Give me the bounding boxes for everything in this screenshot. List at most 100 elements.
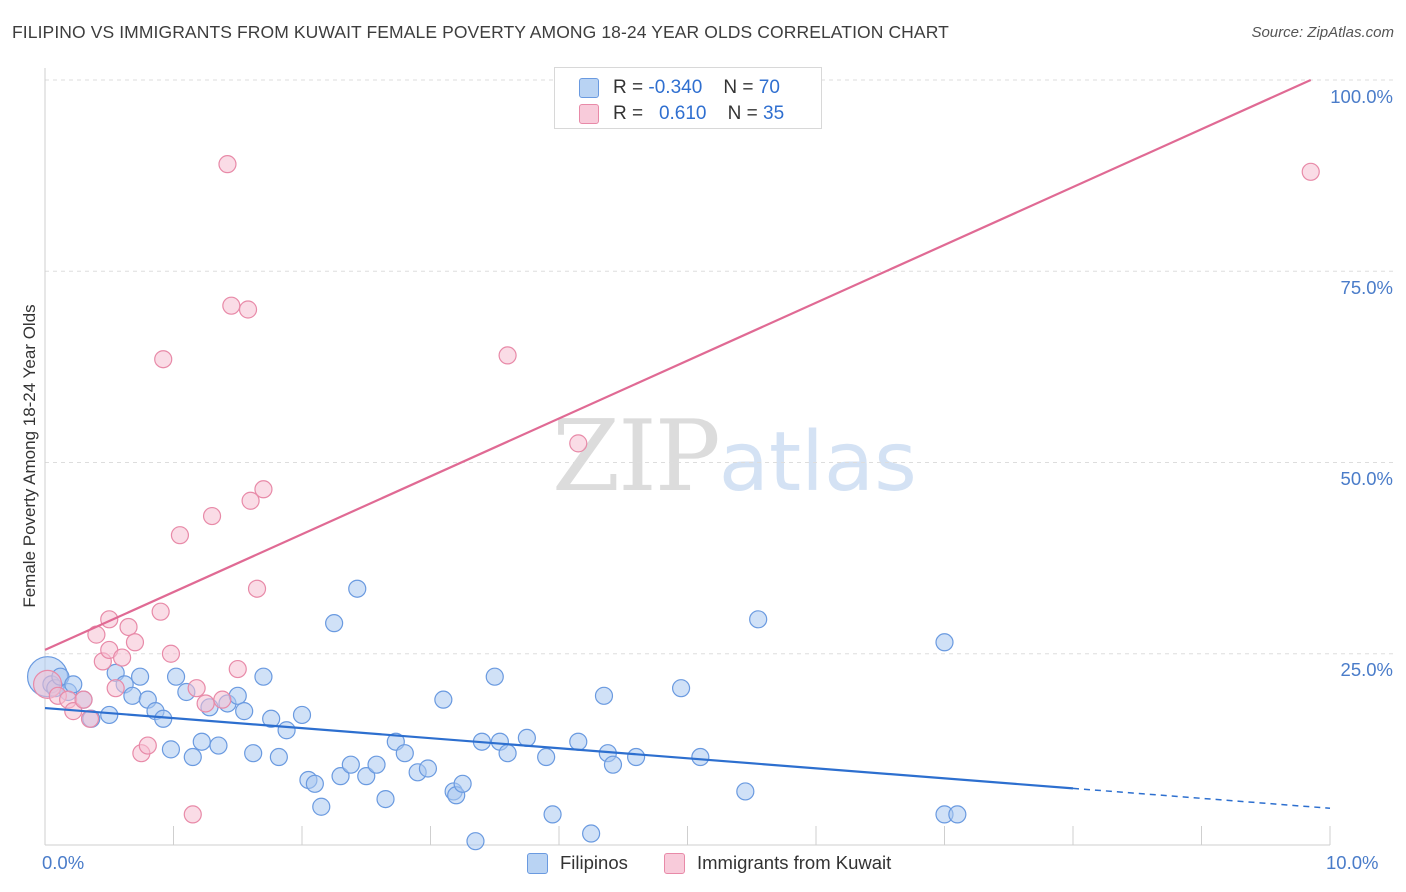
filipino-point [453,774,472,793]
legend-r-value: 0.610 [658,103,707,124]
data-points [26,155,1320,851]
filipino-point [262,709,281,728]
legend-n-value: 70 [758,77,780,98]
filipino-trend-line-extension [1072,787,1331,810]
filipino-point [935,633,954,652]
filipino-point [434,690,453,709]
legend-n-label: N = [723,77,754,98]
bottom-legend-swatch-pink [664,853,685,874]
x-tick-label-0: 0.0% [42,852,85,873]
filipino-point [367,755,386,774]
filipino-point [603,755,623,774]
filipino-point [543,805,562,824]
filipino-point [485,667,504,686]
kuwait-point [498,346,517,365]
kuwait-trend-line [44,78,1312,651]
kuwait-point [196,694,215,713]
filipino-point [161,740,181,759]
chart-title: FILIPINO VS IMMIGRANTS FROM KUWAIT FEMAL… [12,22,949,42]
filipino-point [569,732,588,751]
filipino-point [691,747,710,767]
filipino-point [517,728,536,748]
legend-swatch-blue [579,78,599,98]
filipino-point [466,832,485,851]
filipino-point [228,686,247,705]
kuwait-point [187,679,206,698]
filipino-point [166,667,186,686]
filipino-point [537,747,556,767]
legend-n-value: 35 [763,103,785,124]
legend-r-label: R = [613,77,644,98]
kuwait-point [254,480,273,499]
filipino-point [244,744,263,763]
kuwait-point [125,633,145,652]
kuwait-point [151,602,170,621]
filipino-point [183,747,202,767]
kuwait-point [247,579,267,598]
legend-r-value: -0.340 [648,77,703,98]
legend-n-label: N = [727,103,758,124]
axes [44,68,1331,846]
kuwait-point [119,617,138,637]
x-tick-label-10: 10.0% [1326,852,1379,873]
watermark: ZIPatlas [552,400,917,514]
filipino-point [277,721,296,740]
bottom-legend-swatch-blue [527,853,548,874]
grid-lines [45,79,1395,655]
kuwait-point [74,690,93,709]
filipino-trend-line [44,706,1074,790]
filipino-point [341,755,360,774]
filipino-point [376,789,395,809]
kuwait-point [202,506,222,526]
filipino-point [626,747,646,767]
watermark-zip: ZIP [552,400,721,514]
filipino-point [130,667,150,686]
filipino-point [235,702,254,721]
kuwait-point [241,491,260,510]
y-axis-label: Female Poverty Among 18-24 Year Olds [20,304,39,608]
filipino-point [594,686,614,705]
filipino-point [292,705,312,725]
filipino-point [331,767,350,786]
filipino-point [749,610,768,629]
kuwait-point [218,155,237,174]
kuwait-point [238,300,258,319]
bottom-legend-label: Immigrants from Kuwait [697,852,892,873]
source-label: Source: ZipAtlas.com [1251,24,1394,41]
filipino-point [736,782,755,801]
kuwait-point [1301,162,1320,181]
y-tick-label-25: 25.0% [1340,659,1393,680]
filipino-point [269,747,288,767]
filipino-point [254,667,273,686]
legend-swatch-pink [579,104,599,124]
y-tick-label-75: 75.0% [1340,277,1393,298]
filipino-point [192,732,211,751]
filipino-point [498,744,517,763]
kuwait-point [161,644,181,663]
kuwait-point [154,350,173,369]
filipino-point [671,679,691,698]
filipino-point [325,614,344,633]
filipino-point [100,705,119,725]
bottom-legend-label: Filipinos [560,852,628,873]
filipino-point [418,759,438,778]
kuwait-point [222,296,241,315]
filipino-point [348,579,367,598]
correlation-legend: R = -0.340 N = 70 R = 0.610 N = 35 [554,67,822,129]
y-tick-label-100: 100.0% [1330,86,1393,107]
kuwait-point [170,526,190,545]
filipino-point [209,736,228,755]
kuwait-point [228,659,247,679]
filipino-point [312,797,331,816]
kuwait-point [138,736,157,755]
kuwait-point [112,648,132,667]
kuwait-point [183,805,202,824]
filipino-point [395,744,414,763]
kuwait-point [80,709,100,728]
filipino-point [64,675,83,694]
kuwait-point [569,434,588,453]
kuwait-point [106,679,125,698]
filipino-point [305,774,324,793]
legend-r-label: R = [613,103,644,124]
